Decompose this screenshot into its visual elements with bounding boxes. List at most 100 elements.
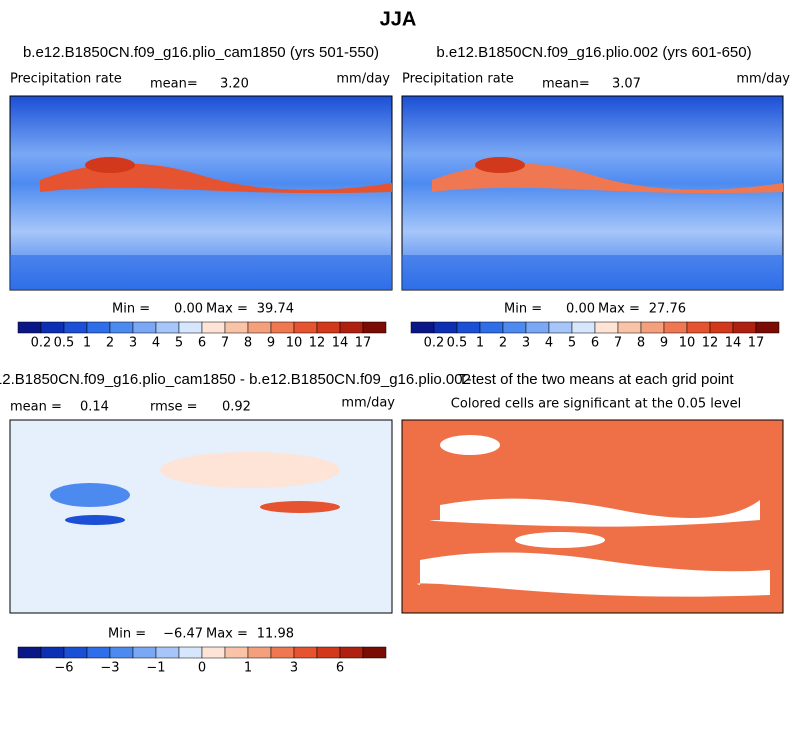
mean-value: 3.20 <box>220 77 249 92</box>
min-value: 0.00 <box>174 302 203 317</box>
colorbar: 0.2 0.5 1 2 3 4 5 6 7 8 9 10 12 14 17 <box>17 321 387 351</box>
colorbar-label: 6 <box>198 336 206 351</box>
colorbar-swatch <box>40 321 65 334</box>
colorbar-label: 9 <box>267 336 275 351</box>
colorbar-label: 6 <box>591 336 599 351</box>
map-2 <box>401 95 784 291</box>
rmse-value: 0.92 <box>222 400 251 415</box>
colorbar-swatch <box>178 646 203 659</box>
field-name: Precipitation rate <box>402 72 514 87</box>
colorbar-swatch <box>270 646 295 659</box>
colorbar-swatch <box>640 321 665 334</box>
colorbar-swatch <box>410 321 435 334</box>
min-label: Min = <box>504 302 542 317</box>
colorbar-label: −1 <box>146 661 165 676</box>
colorbar-label: 8 <box>637 336 645 351</box>
colorbar-swatch <box>594 321 619 334</box>
colorbar-swatch <box>571 321 596 334</box>
colorbar-swatch <box>201 646 226 659</box>
mean-label: mean= <box>150 77 198 92</box>
field-name: Precipitation rate <box>10 72 122 87</box>
colorbar-swatch <box>663 321 688 334</box>
colorbar-label: 3 <box>129 336 137 351</box>
mean-value: 0.14 <box>80 400 109 415</box>
units: mm/day <box>336 72 390 87</box>
max-label: Max = <box>598 302 640 317</box>
rmse-label: rmse = <box>150 400 198 415</box>
panel-title: b.e12.B1850CN.f09_g16.plio.002 (yrs 601-… <box>436 44 751 61</box>
colorbar-swatch <box>17 646 42 659</box>
min-label: Min = <box>112 302 150 317</box>
colorbar-label: 14 <box>725 336 742 351</box>
map-1 <box>9 95 393 291</box>
colorbar-label: 7 <box>614 336 622 351</box>
colorbar-swatch <box>479 321 504 334</box>
colorbar-swatch <box>86 646 111 659</box>
colorbar-swatch <box>617 321 642 334</box>
colorbar-swatch <box>502 321 527 334</box>
colorbar-swatch <box>525 321 550 334</box>
colorbar-swatch <box>362 321 387 334</box>
colorbar-label: 6 <box>336 661 344 676</box>
colorbar-swatch <box>339 321 364 334</box>
colorbar-swatch <box>63 646 88 659</box>
colorbar-label: 2 <box>106 336 114 351</box>
colorbar-swatch <box>247 321 272 334</box>
colorbar-swatch <box>456 321 481 334</box>
colorbar-swatch <box>224 646 249 659</box>
colorbar-label: 0.5 <box>54 336 75 351</box>
colorbar-swatch <box>316 321 341 334</box>
colorbar-swatch <box>109 321 134 334</box>
colorbar-label: −6 <box>54 661 73 676</box>
colorbar-swatch <box>362 646 387 659</box>
colorbar-label: 4 <box>545 336 553 351</box>
colorbar-label: 5 <box>175 336 183 351</box>
min-value: −6.47 <box>163 627 203 642</box>
colorbar-label: 10 <box>286 336 303 351</box>
colorbar-label: 1 <box>476 336 484 351</box>
colorbar-label: 4 <box>152 336 160 351</box>
colorbar-label: 17 <box>748 336 765 351</box>
panel-subtitle: Colored cells are significant at the 0.0… <box>451 397 741 412</box>
colorbar-swatch <box>755 321 780 334</box>
max-label: Max = <box>206 302 248 317</box>
figure-title: JJA <box>380 8 417 30</box>
colorbar-label: 3 <box>290 661 298 676</box>
min-value: 0.00 <box>566 302 595 317</box>
colorbar-label: 8 <box>244 336 252 351</box>
colorbar-swatch <box>178 321 203 334</box>
panel-title: b.e12.B1850CN.f09_g16.plio_cam1850 (yrs … <box>23 44 379 61</box>
colorbar-label: 14 <box>332 336 349 351</box>
colorbar-label: 12 <box>309 336 326 351</box>
units: mm/day <box>736 72 790 87</box>
mean-label: mean = <box>10 400 62 415</box>
colorbar-swatch <box>686 321 711 334</box>
colorbar-swatch <box>155 646 180 659</box>
colorbar-label: 10 <box>679 336 696 351</box>
colorbar-label: 12 <box>702 336 719 351</box>
max-value: 11.98 <box>257 627 294 642</box>
max-value: 39.74 <box>257 302 294 317</box>
colorbar-label: 9 <box>660 336 668 351</box>
colorbar-swatch <box>709 321 734 334</box>
colorbar-label: 1 <box>244 661 252 676</box>
colorbar-label: 5 <box>568 336 576 351</box>
panel-title: T-test of the two means at each grid poi… <box>458 371 734 388</box>
colorbar-swatch <box>293 646 318 659</box>
colorbar-swatch <box>132 321 157 334</box>
colorbar-swatch <box>293 321 318 334</box>
colorbar-swatch <box>339 646 364 659</box>
colorbar-swatch <box>132 646 157 659</box>
colorbar-swatch <box>433 321 458 334</box>
colorbar-swatch <box>548 321 573 334</box>
mean-label: mean= <box>542 77 590 92</box>
max-label: Max = <box>206 627 248 642</box>
colorbar-label: 17 <box>355 336 372 351</box>
colorbar-swatch <box>155 321 180 334</box>
colorbar: 0.2 0.5 1 2 3 4 5 6 7 8 9 10 12 14 17 <box>410 321 780 351</box>
colorbar-label: 0.2 <box>424 336 445 351</box>
colorbar-label: 1 <box>83 336 91 351</box>
colorbar-swatch <box>17 321 42 334</box>
colorbar-swatch <box>40 646 65 659</box>
